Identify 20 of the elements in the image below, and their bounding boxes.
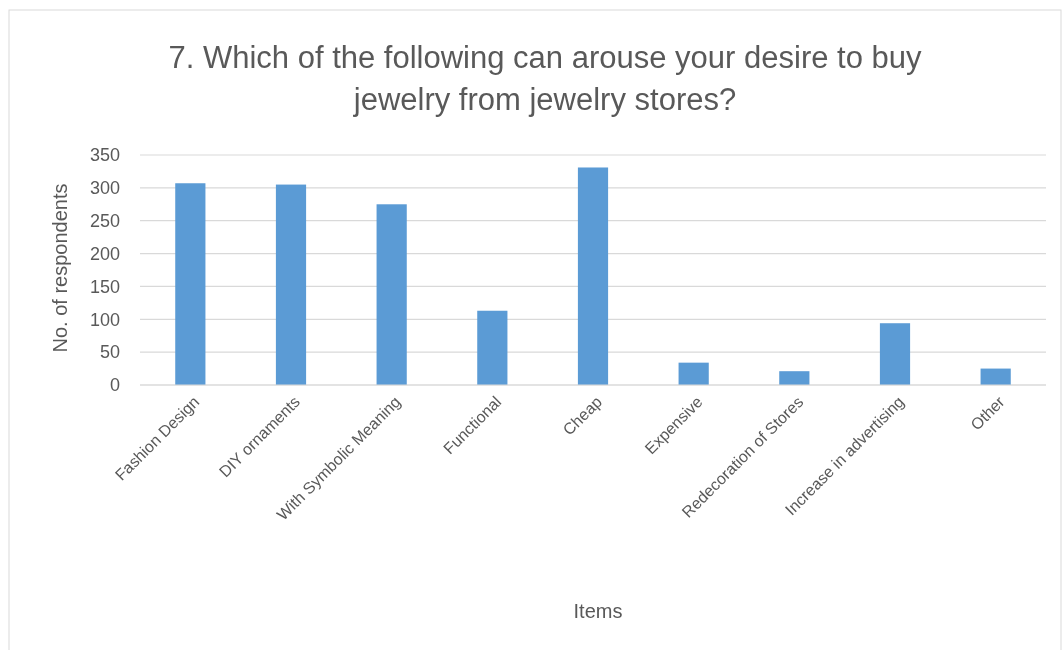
y-tick-label: 200 — [89, 243, 120, 264]
bar — [477, 310, 508, 385]
x-axis-title: Items — [573, 600, 623, 622]
bar — [577, 167, 609, 385]
bar — [779, 371, 810, 385]
bar — [376, 204, 407, 385]
bar — [879, 323, 911, 385]
y-tick-label: 50 — [99, 342, 120, 363]
bar — [175, 183, 206, 385]
y-tick-label: 100 — [89, 309, 120, 330]
chart-title: 7. Which of the following can arouse your desire to buy jewelry from jewelry stores? — [168, 40, 923, 117]
y-tick-label: 0 — [109, 375, 120, 396]
y-tick-label: 350 — [89, 145, 120, 166]
bar — [980, 368, 1011, 385]
y-tick-label: 250 — [89, 211, 120, 232]
y-tick-label: 150 — [89, 276, 120, 297]
bar — [275, 184, 307, 385]
y-axis-title: No. of respondents — [49, 183, 71, 353]
y-tick-label: 300 — [89, 178, 120, 199]
bar — [678, 362, 709, 385]
